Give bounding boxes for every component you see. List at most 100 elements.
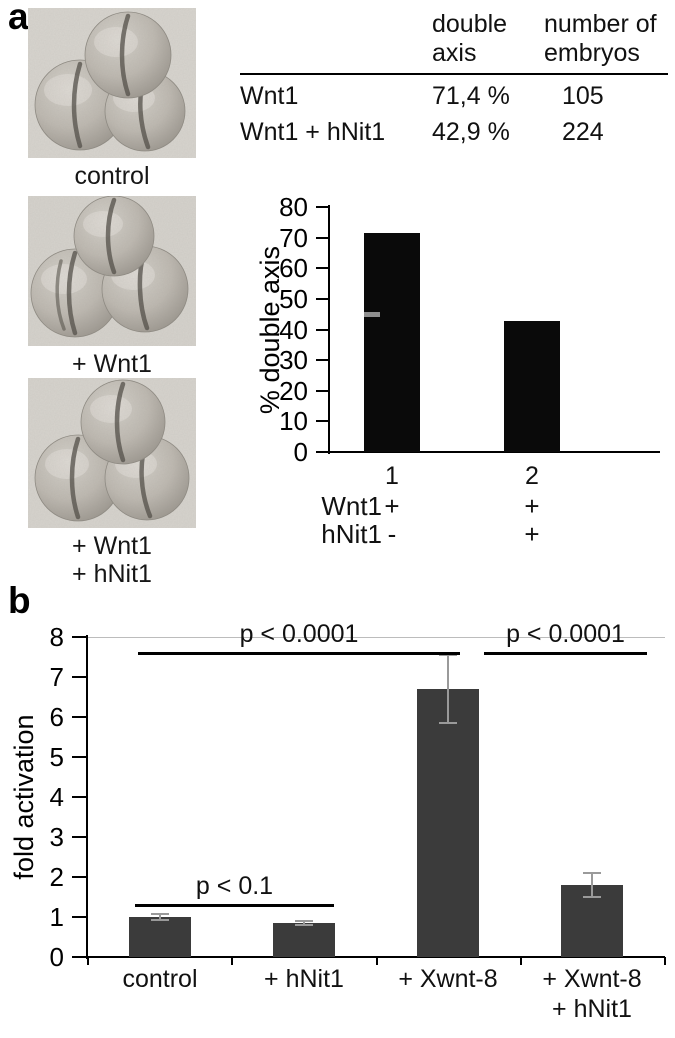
table-cell-condition: Wnt1 <box>240 82 299 110</box>
y-tick <box>72 876 86 878</box>
y-tick <box>316 451 328 453</box>
table-header-line: embryos <box>544 39 640 67</box>
table-header-line: axis <box>432 39 477 67</box>
photo-caption-line: + Wnt1 <box>72 532 152 560</box>
significance-line <box>484 652 647 655</box>
error-bar-cap <box>439 654 457 656</box>
error-bar <box>447 655 449 723</box>
error-bar-cap <box>439 722 457 724</box>
y-tick <box>316 267 328 270</box>
error-bar-cap <box>295 924 313 926</box>
y-tick <box>316 297 328 300</box>
gray-mark <box>364 312 380 318</box>
category-label: + Xwnt-8 <box>398 965 498 993</box>
y-tick-label: 8 <box>49 622 64 652</box>
bar <box>129 917 191 957</box>
category-label: 1 <box>385 462 399 490</box>
table-header-line: number of <box>544 10 657 38</box>
y-tick-label: 6 <box>49 702 64 732</box>
table-header-double-axis: double axis <box>432 10 544 68</box>
y-axis <box>86 635 88 959</box>
x-axis <box>328 451 660 453</box>
condition-row-label: Wnt1 <box>321 491 382 521</box>
photo-wnt1: + Wnt1 <box>28 196 196 378</box>
y-tick <box>72 756 86 758</box>
panel-b-label: b <box>8 580 31 621</box>
photo-caption: + Wnt1 + hNit1 <box>28 532 196 588</box>
error-bar-cap <box>295 920 313 922</box>
y-tick <box>316 236 328 239</box>
significance-label: p < 0.0001 <box>506 620 625 648</box>
y-tick-label: 0 <box>293 437 308 467</box>
y-tick-label: 7 <box>49 662 64 692</box>
y-tick <box>316 328 328 331</box>
table-header-row: double axis number of embryos <box>240 10 668 68</box>
condition-mark: - <box>387 519 397 549</box>
y-tick-label: 20 <box>279 375 308 406</box>
error-bar-cap <box>151 918 169 921</box>
double-axis-bar-chart: 0 10 20 30 40 50 60 70 80% double axis 1 2 Wnt1 + + hN… <box>240 185 675 560</box>
significance-label: p < 0.1 <box>195 872 274 900</box>
y-tick-label: 10 <box>279 406 308 437</box>
y-tick <box>316 389 328 392</box>
y-tick <box>72 636 86 638</box>
table-cell-n-embryos: 224 <box>562 118 604 146</box>
results-table: double axis number of embryos Wnt1 71,4 … <box>240 10 668 147</box>
error-bar <box>159 914 161 920</box>
x-tick <box>375 957 378 965</box>
table-header-empty <box>240 10 432 68</box>
photo-caption-line: + hNit1 <box>72 560 152 588</box>
bar <box>364 233 420 452</box>
x-tick <box>231 957 234 965</box>
y-axis-title: % double axis <box>255 245 285 414</box>
y-tick-label: 80 <box>279 192 308 222</box>
y-tick-label: 0 <box>49 942 64 972</box>
y-tick <box>72 836 86 838</box>
y-tick <box>316 206 328 208</box>
table-rule <box>240 73 668 75</box>
bar <box>504 320 560 452</box>
y-tick <box>72 956 86 958</box>
table-row: Wnt1 + hNit1 42,9 % 224 <box>240 118 668 147</box>
table-header-number-embryos: number of embryos <box>544 10 668 68</box>
y-tick-label: 1 <box>49 902 64 932</box>
photo-caption-line: + Wnt1 <box>72 350 152 378</box>
y-tick-label: 3 <box>49 822 64 852</box>
category-label: control <box>122 965 198 993</box>
embryo-photo-image <box>28 8 196 158</box>
y-tick-label: 70 <box>279 222 308 253</box>
table-row: Wnt1 71,4 % 105 <box>240 82 668 111</box>
category-label: + Xwnt-8 + hNit1 <box>542 965 642 1023</box>
embryo-photo-image <box>28 378 196 528</box>
top-gridline <box>88 637 665 638</box>
photo-caption-line: control <box>74 162 150 190</box>
embryo-photo-image <box>28 196 196 346</box>
y-axis <box>328 205 330 454</box>
error-bar-cap <box>583 896 601 898</box>
fold-activation-bar-chart: 0 1 2 3 4 5 6 7 8 fold activation p < 0.0001 p < 0.… <box>0 598 675 1038</box>
significance-line <box>138 652 460 655</box>
x-tick <box>519 957 522 965</box>
photo-caption: + Wnt1 <box>28 350 196 378</box>
y-tick-label: 4 <box>49 782 64 812</box>
y-tick <box>72 796 86 798</box>
error-bar <box>303 921 305 925</box>
condition-mark: + <box>384 491 400 521</box>
y-tick-label: 2 <box>49 862 64 892</box>
x-tick <box>664 957 666 965</box>
photo-caption: control <box>28 162 196 190</box>
y-tick <box>72 916 86 918</box>
error-bar-cap <box>151 913 169 916</box>
table-cell-condition: Wnt1 + hNit1 <box>240 118 386 146</box>
y-tick-label: 50 <box>279 283 308 314</box>
condition-row-label: hNit1 <box>321 519 382 549</box>
y-tick-label: 60 <box>279 253 308 284</box>
y-tick <box>72 716 86 718</box>
significance-label: p < 0.0001 <box>239 620 359 648</box>
y-axis-title: fold activation <box>9 714 39 880</box>
category-label: + hNit1 <box>264 965 344 993</box>
bar <box>417 689 479 957</box>
error-bar <box>591 873 593 897</box>
error-bar-cap <box>583 872 601 874</box>
